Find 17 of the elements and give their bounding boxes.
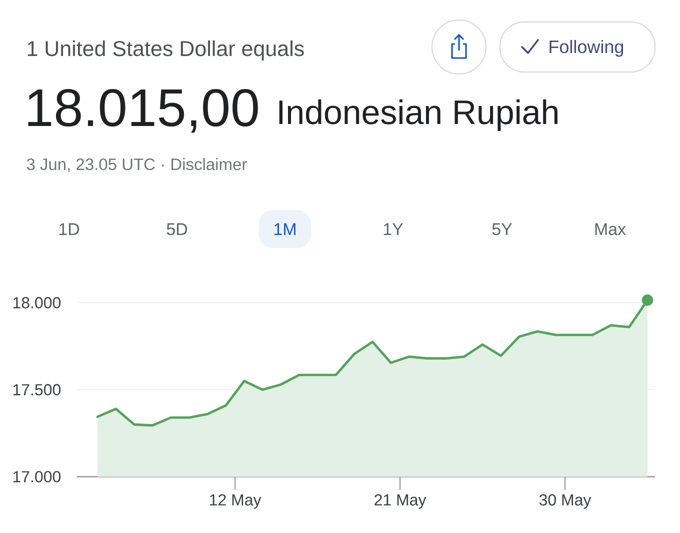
text: 1Y (384, 223, 404, 235)
text: 5D (166, 223, 188, 236)
text: Max (595, 223, 626, 236)
y-tick-label: 17.000 (13, 471, 61, 482)
text: Indonesian Rupiah (279, 99, 558, 132)
text: 1D (59, 223, 80, 235)
y-tick-label: 17.500 (13, 384, 61, 396)
text: 3 Jun, 23.05 UTC · Disclaimer (26, 158, 247, 172)
text: 1 United States Dollar equals (28, 40, 304, 60)
x-tick-label: 12 May (210, 494, 262, 509)
text: Following (550, 40, 624, 57)
x-tick-label: 30 May (539, 494, 592, 509)
text: 1M (274, 223, 296, 235)
y-tick-label: 18.000 (13, 297, 61, 308)
x-tick-label: 21 May (374, 494, 426, 509)
text: 5Y (492, 223, 512, 236)
chart-title: 18.015,00 (28, 89, 258, 133)
